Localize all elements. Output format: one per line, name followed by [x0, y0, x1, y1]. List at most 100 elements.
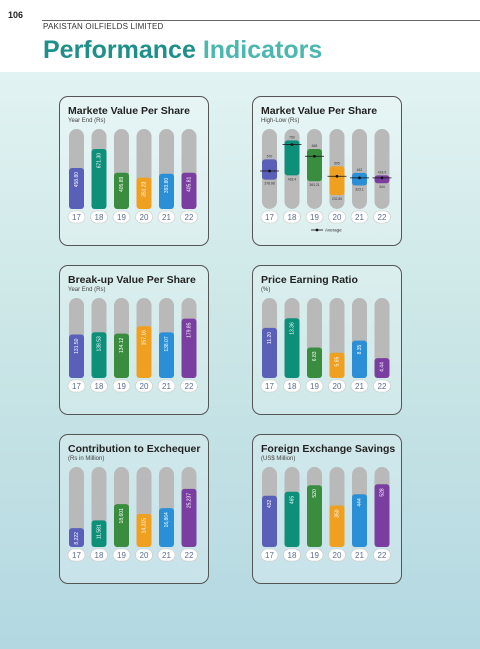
- data-label: 16,864: [164, 512, 170, 528]
- year-pill: [180, 548, 198, 562]
- year-pill: [157, 379, 176, 393]
- bar: [329, 505, 345, 547]
- year-pill: [350, 210, 369, 224]
- year-pill: [67, 210, 86, 224]
- bar: [91, 520, 107, 547]
- panel-exchequer: Contribution to Exchequer (Rs in Million…: [59, 434, 209, 584]
- average-point: [313, 154, 316, 158]
- bar: [352, 340, 367, 378]
- range-bar: [284, 140, 300, 176]
- tick-label: 18: [288, 382, 297, 391]
- range-bar: [262, 159, 277, 180]
- bar: [159, 173, 174, 209]
- tick-label: 21: [162, 213, 171, 222]
- panel-market-high-low: Market Value Per Share High-Low (Rs) 570…: [252, 96, 402, 246]
- range-bar: [307, 149, 322, 182]
- bar: [352, 494, 367, 547]
- title-part-2: Indicators: [202, 36, 323, 64]
- tick-label: 22: [378, 213, 387, 222]
- bar: [136, 326, 152, 378]
- data-label: 5.65: [335, 357, 341, 367]
- bar: [374, 358, 390, 378]
- year-pill: [180, 379, 198, 393]
- tick-label: 19: [310, 382, 319, 391]
- low-label: 378.98: [264, 182, 274, 186]
- chart-subtitle: High-Low (Rs): [261, 118, 300, 124]
- year-pill: [283, 379, 301, 393]
- year-pill: [328, 210, 346, 224]
- low-label: 232.80: [332, 197, 342, 201]
- year-pill: [283, 210, 301, 224]
- bar: [114, 172, 129, 209]
- year-pill: [157, 210, 176, 224]
- bar: [284, 318, 300, 378]
- data-label: 11,581: [97, 524, 103, 539]
- bar: [136, 177, 152, 209]
- range-bar: [374, 175, 390, 184]
- data-label: 458.80: [74, 172, 80, 188]
- tick-label: 19: [117, 382, 126, 391]
- bar: [307, 485, 322, 547]
- chart-title: Contribution to Exchequer: [68, 443, 201, 455]
- bar: [159, 332, 174, 378]
- chart-title: Foreign Exchange Savings: [261, 443, 396, 455]
- high-label: 570: [267, 154, 273, 158]
- high-label: 505: [334, 161, 340, 165]
- year-pill: [90, 210, 108, 224]
- panel-breakup-value: Break-up Value Per Share Year End (Rs) 1…: [59, 265, 209, 415]
- year-pill: [90, 548, 108, 562]
- legend-marker: [315, 228, 319, 232]
- data-label: 405.81: [187, 177, 193, 193]
- average-point: [335, 174, 339, 178]
- tick-label: 21: [355, 382, 364, 391]
- bar: [329, 352, 345, 378]
- tick-label: 20: [140, 382, 149, 391]
- bar-track: [374, 298, 390, 378]
- data-label: 6.83: [312, 351, 318, 361]
- header-rule: [42, 20, 480, 21]
- tick-label: 18: [288, 551, 297, 560]
- year-pill: [283, 548, 301, 562]
- data-label: 351.23: [142, 181, 148, 197]
- chart-subtitle: (%): [261, 287, 271, 293]
- data-label: 13.36: [290, 322, 296, 335]
- tick-label: 17: [265, 213, 274, 222]
- bar: [181, 318, 197, 378]
- average-point: [358, 176, 361, 180]
- bar: [114, 504, 129, 547]
- year-pill: [135, 379, 153, 393]
- chart-market-high-low: 570 378.98 17 750 418.4 18 668 363.21 19 505 232.8…: [260, 129, 392, 233]
- tick-label: 22: [378, 551, 387, 560]
- tick-label: 21: [162, 382, 171, 391]
- bar: [69, 167, 84, 209]
- chart-forex: 432 17 465 18 520 19 350 20 444 21 528 22: [260, 467, 391, 562]
- data-label: 138.53: [97, 336, 103, 352]
- data-label: 131.50: [74, 338, 80, 354]
- data-label: 8.35: [357, 344, 363, 354]
- bar: [114, 333, 129, 378]
- data-label: 4.44: [380, 362, 386, 372]
- page-number: 106: [8, 10, 24, 20]
- tick-label: 22: [185, 551, 194, 560]
- bar: [159, 508, 174, 547]
- tick-label: 17: [72, 382, 81, 391]
- year-pill: [67, 379, 86, 393]
- year-pill: [112, 548, 131, 562]
- low-label: 323.1: [355, 187, 364, 191]
- year-pill: [180, 210, 198, 224]
- year-pill: [260, 379, 279, 393]
- bar: [307, 347, 322, 378]
- data-label: 465: [290, 496, 296, 505]
- tick-label: 19: [310, 551, 319, 560]
- low-label: 418.4: [288, 177, 297, 181]
- data-label: 350: [335, 509, 341, 518]
- tick-label: 21: [355, 213, 364, 222]
- tick-label: 18: [95, 551, 104, 560]
- data-label: 671.30: [97, 153, 103, 169]
- tick-label: 17: [72, 551, 81, 560]
- tick-label: 17: [265, 382, 274, 391]
- data-label: 134.12: [119, 337, 125, 353]
- year-pill: [135, 210, 153, 224]
- data-label: 8,222: [74, 532, 80, 545]
- high-label: 442: [357, 168, 363, 172]
